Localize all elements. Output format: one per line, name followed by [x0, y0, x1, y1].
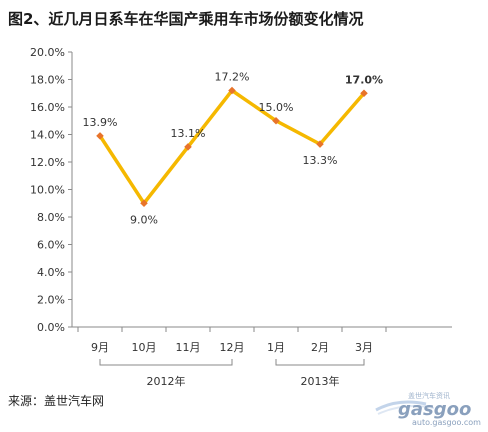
x-tick-label: 1月 — [267, 341, 285, 354]
year-group-bracket — [99, 359, 233, 366]
gasgoo-watermark-logo: 盖世汽车资讯 gasgoo auto.gasgoo.com — [368, 388, 484, 428]
x-tick-label: 2月 — [311, 341, 329, 354]
data-label: 13.9% — [83, 116, 118, 129]
data-label: 17.2% — [215, 71, 250, 84]
y-tick-label: 16.0% — [30, 101, 65, 114]
data-point-marker — [316, 140, 324, 148]
svg-text:盖世汽车资讯: 盖世汽车资讯 — [408, 391, 450, 400]
chart-title: 图2、近几月日系车在华国产乘用车市场份额变化情况 — [8, 10, 364, 28]
y-tick-label: 14.0% — [30, 129, 65, 142]
y-tick-label: 4.0% — [37, 266, 65, 279]
data-label: 13.3% — [303, 154, 338, 167]
x-tick-label: 11月 — [176, 341, 201, 354]
data-label: 15.0% — [259, 101, 294, 114]
y-tick-label: 20.0% — [30, 46, 65, 59]
y-tick-label: 0.0% — [37, 321, 65, 334]
y-tick-label: 2.0% — [37, 294, 65, 307]
svg-text:gasgoo: gasgoo — [398, 399, 471, 420]
series-line — [98, 88, 366, 205]
year-group-label: 2013年 — [301, 374, 340, 388]
y-tick-label: 6.0% — [37, 239, 65, 252]
svg-text:auto.gasgoo.com: auto.gasgoo.com — [412, 418, 481, 427]
data-label: 13.1% — [171, 127, 206, 140]
year-group-label: 2012年 — [147, 374, 186, 388]
source-note: 来源：盖世汽车网 — [8, 394, 105, 408]
data-point-marker — [228, 86, 236, 95]
data-point-marker — [184, 143, 192, 151]
x-tick-label: 10月 — [132, 341, 157, 354]
data-point-marker — [96, 132, 104, 140]
y-tick-label: 12.0% — [30, 156, 65, 169]
x-tick-label: 9月 — [91, 341, 109, 354]
data-point-marker — [360, 89, 368, 98]
y-tick-label: 10.0% — [30, 184, 65, 197]
data-label: 17.0% — [345, 73, 383, 86]
year-group-bracket — [275, 359, 365, 366]
y-tick-label: 8.0% — [37, 211, 65, 224]
data-label: 9.0% — [130, 213, 158, 226]
data-point-marker — [272, 116, 280, 125]
x-tick-label: 12月 — [220, 341, 245, 354]
data-point-marker — [140, 199, 148, 208]
x-tick-label: 3月 — [355, 341, 373, 354]
y-tick-label: 18.0% — [30, 74, 65, 87]
